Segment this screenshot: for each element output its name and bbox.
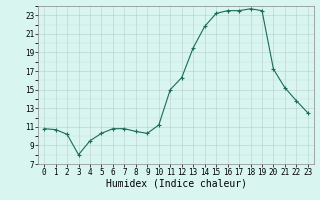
X-axis label: Humidex (Indice chaleur): Humidex (Indice chaleur) (106, 179, 246, 189)
